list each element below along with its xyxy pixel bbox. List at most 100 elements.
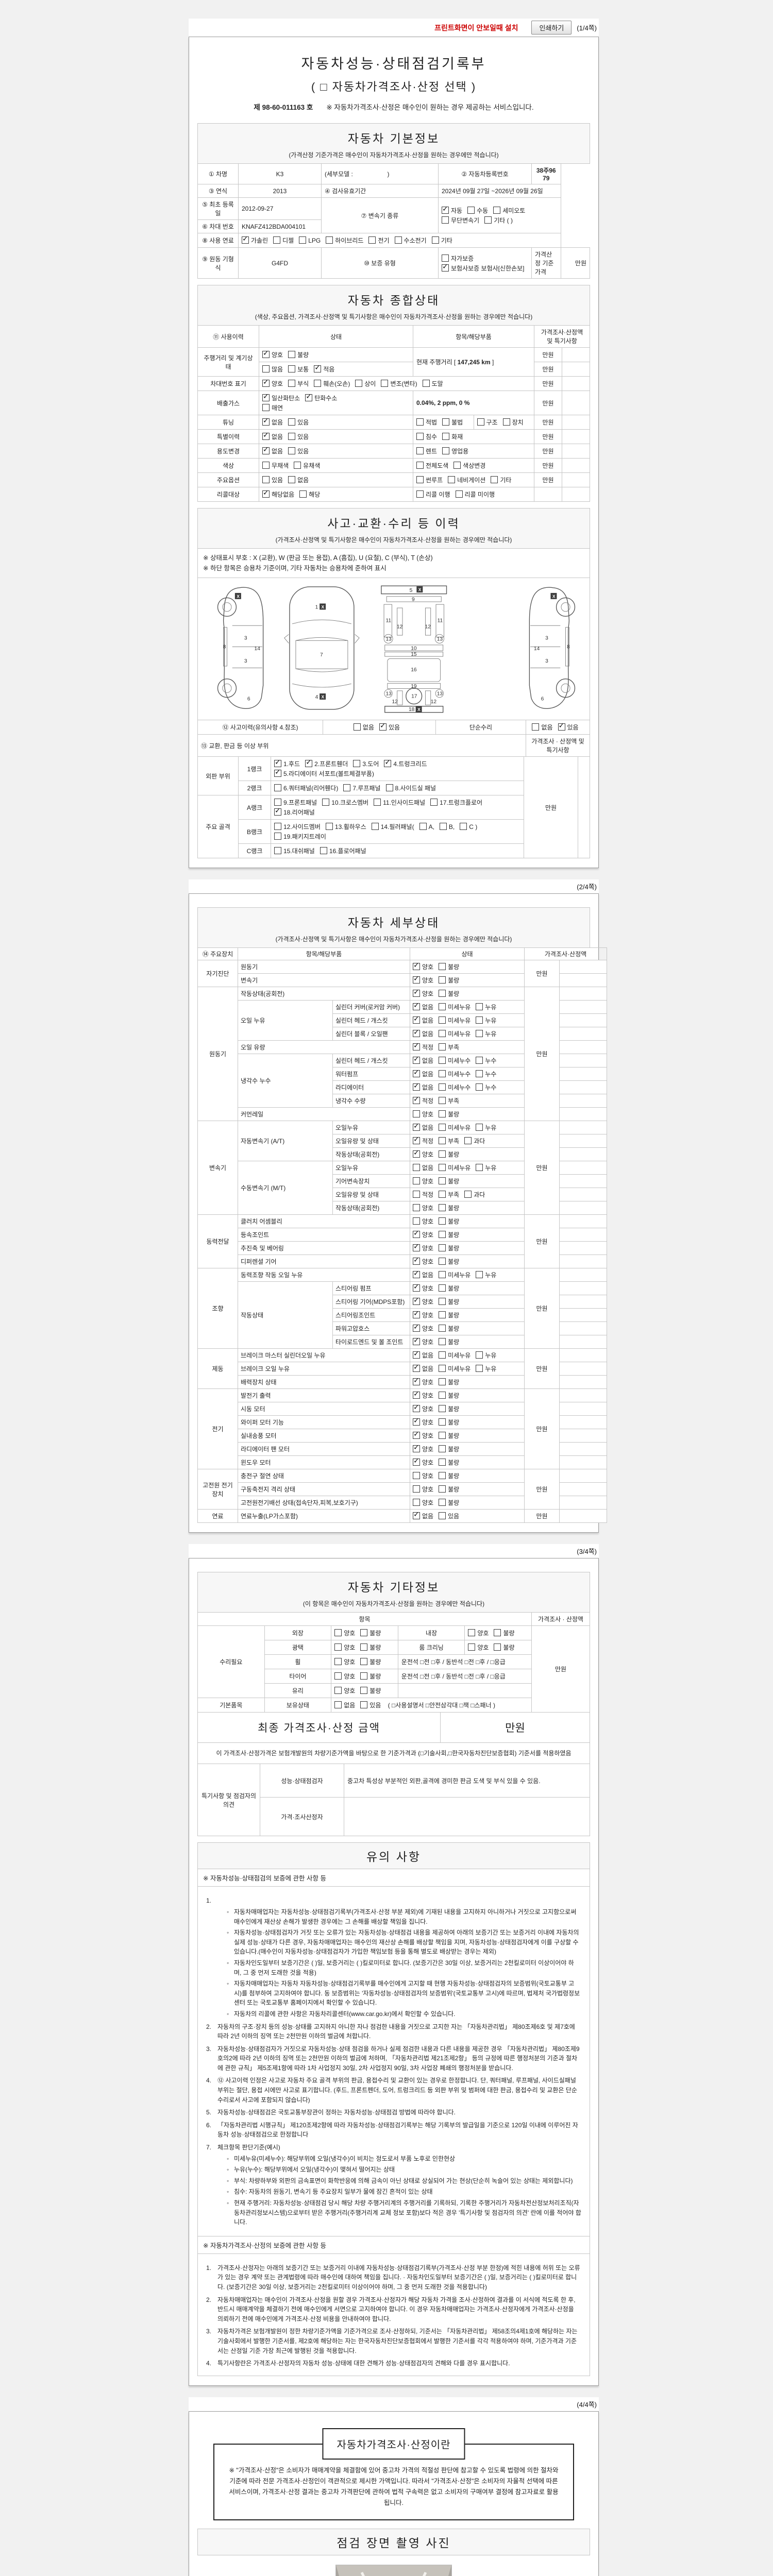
checkbox[interactable]: [274, 799, 281, 806]
checkbox[interactable]: [455, 490, 463, 498]
checkbox-checked[interactable]: [413, 1028, 421, 1037]
checkbox[interactable]: [334, 1672, 342, 1680]
checkbox[interactable]: [413, 1110, 421, 1117]
checkbox-checked[interactable]: [413, 1336, 421, 1345]
checkbox[interactable]: [394, 236, 402, 244]
checkbox[interactable]: [360, 1672, 368, 1680]
checkbox-checked[interactable]: [262, 349, 270, 358]
checkbox[interactable]: [460, 823, 467, 830]
checkbox[interactable]: [413, 1217, 421, 1225]
checkbox[interactable]: [439, 1258, 446, 1265]
checkbox[interactable]: [439, 963, 446, 970]
checkbox[interactable]: [288, 365, 296, 372]
checkbox[interactable]: [439, 1365, 446, 1372]
checkbox-checked[interactable]: [413, 988, 421, 997]
checkbox[interactable]: [442, 433, 450, 440]
checkbox[interactable]: [476, 1016, 483, 1024]
checkbox[interactable]: [360, 1701, 368, 1708]
checkbox[interactable]: [419, 823, 427, 830]
checkbox[interactable]: [439, 1378, 446, 1385]
checkbox[interactable]: [416, 433, 424, 440]
checkbox[interactable]: [502, 418, 510, 426]
checkbox[interactable]: [416, 462, 424, 469]
checkbox[interactable]: [299, 236, 307, 244]
checkbox-checked[interactable]: [413, 1135, 421, 1144]
checkbox[interactable]: [288, 418, 296, 426]
checkbox[interactable]: [413, 1485, 421, 1493]
checkbox[interactable]: [439, 1191, 446, 1198]
checkbox[interactable]: [493, 207, 501, 214]
checkbox-checked[interactable]: [314, 363, 322, 372]
checkbox-checked[interactable]: [242, 234, 249, 244]
checkbox[interactable]: [413, 1164, 421, 1171]
checkbox[interactable]: [494, 1629, 501, 1636]
checkbox[interactable]: [334, 1629, 342, 1636]
checkbox[interactable]: [416, 476, 424, 483]
checkbox[interactable]: [476, 1351, 483, 1359]
checkbox-checked[interactable]: [413, 1430, 421, 1439]
checkbox[interactable]: [484, 216, 492, 224]
checkbox-checked[interactable]: [413, 1229, 421, 1238]
checkbox[interactable]: [288, 351, 296, 358]
checkbox[interactable]: [439, 1392, 446, 1399]
checkbox[interactable]: [288, 433, 296, 440]
checkbox-checked[interactable]: [413, 1349, 421, 1359]
checkbox[interactable]: [439, 1057, 446, 1064]
checkbox[interactable]: [273, 236, 281, 244]
checkbox[interactable]: [439, 1030, 446, 1037]
checkbox[interactable]: [262, 365, 270, 372]
checkbox[interactable]: [439, 1231, 446, 1238]
checkbox-checked[interactable]: [413, 1323, 421, 1332]
checkbox[interactable]: [439, 1351, 446, 1359]
checkbox[interactable]: [439, 1083, 446, 1091]
checkbox[interactable]: [416, 490, 424, 498]
checkbox-checked[interactable]: [413, 1282, 421, 1292]
checkbox[interactable]: [334, 1687, 342, 1694]
checkbox-checked[interactable]: [274, 806, 281, 816]
checkbox[interactable]: [439, 1499, 446, 1506]
checkbox[interactable]: [476, 1030, 483, 1037]
checkbox[interactable]: [439, 1124, 446, 1131]
checkbox[interactable]: [360, 1629, 368, 1636]
checkbox[interactable]: [371, 823, 379, 830]
checkbox[interactable]: [343, 784, 351, 791]
checkbox[interactable]: [439, 1244, 446, 1251]
checkbox[interactable]: [413, 1177, 421, 1184]
checkbox[interactable]: [353, 723, 361, 731]
checkbox[interactable]: [320, 847, 327, 854]
checkbox[interactable]: [431, 236, 439, 244]
checkbox-checked[interactable]: [274, 758, 281, 767]
checkbox[interactable]: [360, 1658, 368, 1665]
checkbox[interactable]: [442, 447, 450, 454]
checkbox-checked[interactable]: [413, 1256, 421, 1265]
checkbox-checked[interactable]: [413, 1456, 421, 1466]
checkbox[interactable]: [439, 1217, 446, 1225]
checkbox[interactable]: [464, 1191, 472, 1198]
checkbox[interactable]: [439, 1177, 446, 1184]
checkbox[interactable]: [439, 1271, 446, 1278]
checkbox-checked[interactable]: [413, 1510, 421, 1519]
checkbox[interactable]: [353, 760, 361, 767]
checkbox-checked[interactable]: [413, 974, 421, 984]
checkbox[interactable]: [430, 799, 438, 806]
checkbox[interactable]: [439, 990, 446, 997]
checkbox-checked[interactable]: [274, 768, 281, 777]
checkbox[interactable]: [385, 784, 393, 791]
checkbox[interactable]: [325, 823, 333, 830]
checkbox[interactable]: [464, 1137, 472, 1144]
checkbox[interactable]: [439, 976, 446, 984]
checkbox[interactable]: [439, 1311, 446, 1318]
checkbox[interactable]: [439, 1405, 446, 1412]
checkbox[interactable]: [299, 490, 307, 498]
checkbox[interactable]: [476, 1003, 483, 1010]
checkbox[interactable]: [477, 418, 484, 426]
checkbox[interactable]: [439, 1472, 446, 1479]
checkbox[interactable]: [416, 447, 424, 454]
checkbox[interactable]: [467, 207, 475, 214]
checkbox-checked[interactable]: [413, 1148, 421, 1158]
checkbox[interactable]: [491, 476, 498, 483]
checkbox-checked[interactable]: [262, 378, 270, 387]
checkbox-checked[interactable]: [413, 1122, 421, 1131]
checkbox[interactable]: [326, 236, 333, 244]
checkbox[interactable]: [439, 823, 447, 830]
